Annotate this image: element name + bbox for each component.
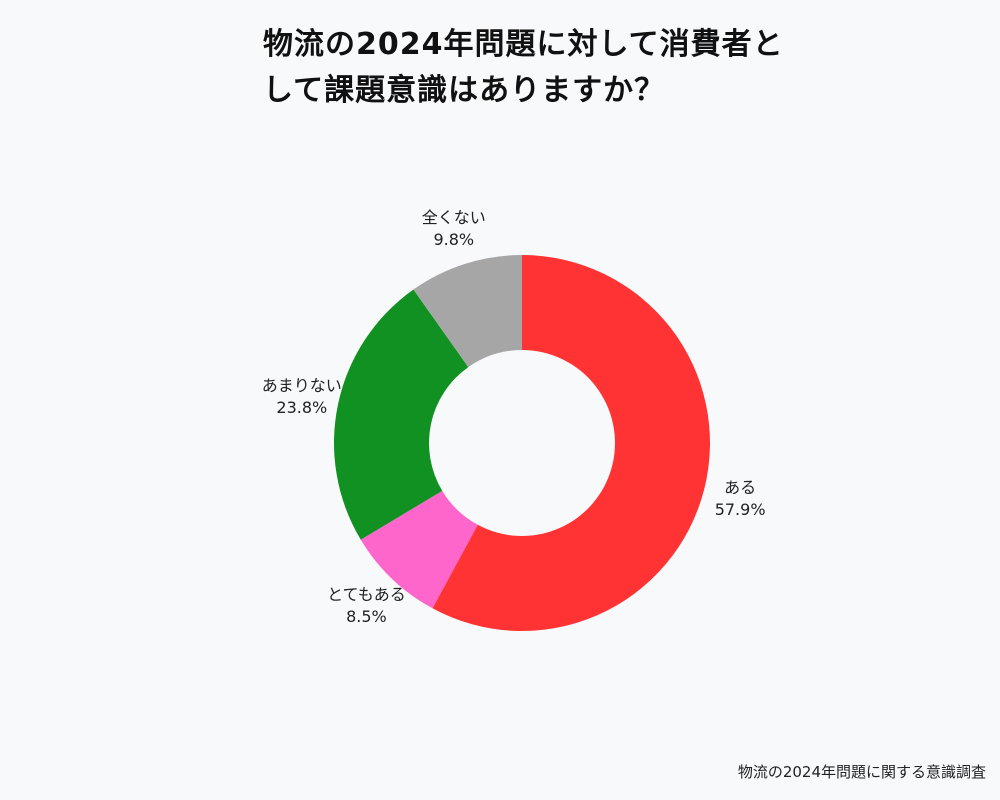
donut-slice: [432, 255, 710, 631]
chart-title: 物流の2024年問題に対して消費者として課題意識はありますか？: [263, 27, 784, 108]
slice-label: あまりない: [262, 376, 342, 395]
slice-value-label: 8.5%: [346, 607, 387, 626]
slice-value-label: 9.8%: [433, 230, 474, 249]
donut-slice: [413, 255, 522, 368]
donut-slice: [333, 289, 469, 540]
donut-slice: [360, 490, 478, 609]
slice-label: 全くない: [422, 208, 486, 227]
slice-label: ある: [724, 478, 756, 497]
slice-value-label: 23.8%: [276, 398, 327, 417]
slice-label: とてもある: [327, 585, 406, 604]
slice-value-label: 57.9%: [715, 500, 766, 519]
source-note: 物流の2024年問題に関する意識調査: [737, 763, 986, 781]
